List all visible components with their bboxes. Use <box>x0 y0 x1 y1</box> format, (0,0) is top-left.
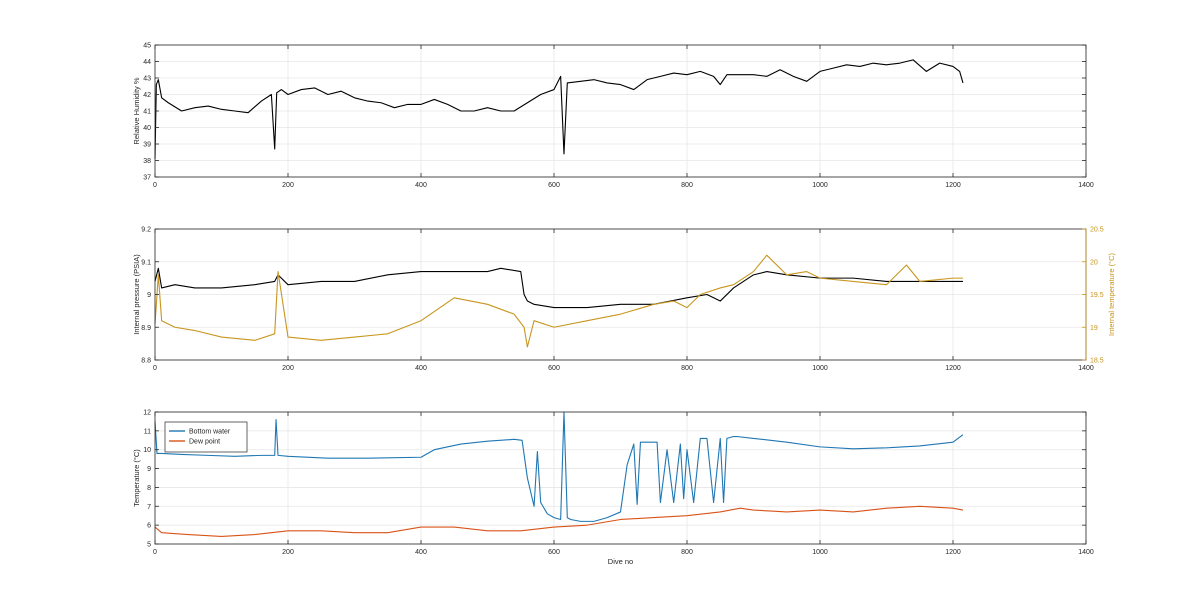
series-line-bottom-water <box>154 411 964 522</box>
y-tick-label: 8.8 <box>141 358 151 365</box>
x-tick-label: 200 <box>282 549 294 556</box>
x-tick-label: 1400 <box>1078 365 1094 372</box>
legend-label: Dew point <box>189 439 220 446</box>
x-tick-label: 0 <box>153 365 157 372</box>
x-tick-label: 1200 <box>945 365 961 372</box>
y-tick-label: 42 <box>143 92 151 99</box>
subplot-2: 0 200 400 600 800 1000 1200 1400 8.8 8.9 9 9.1 9.2 18… <box>132 227 1116 373</box>
x-tick-label: 1000 <box>812 182 828 189</box>
y2-tick-label: 19.5 <box>1090 292 1104 299</box>
y2-tick-label: 20 <box>1090 259 1098 266</box>
legend-box <box>164 421 248 453</box>
x-tick-label: 200 <box>282 365 294 372</box>
x-tick-label: 600 <box>548 549 560 556</box>
axes-box <box>154 411 1087 545</box>
y-tick-label: 44 <box>143 59 151 66</box>
y-axis-title: Internal pressure (PSIA) <box>132 254 141 335</box>
y2-tick-label: 18.5 <box>1090 358 1104 365</box>
x-tick-label: 1200 <box>945 549 961 556</box>
y2-axis-title: Internal temperature (°C) <box>1107 252 1116 336</box>
x-tick-label: 800 <box>681 365 693 372</box>
x-tick-label: 1000 <box>812 549 828 556</box>
subplot-3: 0 200 400 600 800 1000 1200 1400 5 6 7 8 9 10 11 12 Temp… <box>132 410 1094 567</box>
x-tick-label: 600 <box>548 182 560 189</box>
x-tick-label: 1200 <box>945 182 961 189</box>
y-tick-label: 37 <box>143 175 151 182</box>
y-tick-label: 9 <box>147 292 151 299</box>
x-tick-label: 1000 <box>812 365 828 372</box>
y-tick-label: 41 <box>143 109 151 116</box>
x-tick-label: 800 <box>681 182 693 189</box>
series-line-dew-point <box>154 505 964 538</box>
y-tick-label: 7 <box>147 504 151 511</box>
x-tick-label: 400 <box>415 549 427 556</box>
y-tick-label: 9.2 <box>141 227 151 234</box>
x-tick-label: 1400 <box>1078 182 1094 189</box>
x-tick-label: 0 <box>153 182 157 189</box>
legend: Bottom water Dew point <box>164 421 248 453</box>
series-line-2-2 <box>154 254 963 348</box>
y-tick-label: 11 <box>144 428 151 435</box>
x-tick-label: 200 <box>282 182 294 189</box>
x-tick-label: 800 <box>681 549 693 556</box>
y-tick-label: 12 <box>143 410 151 417</box>
x-axis-title: Dive no <box>608 557 633 566</box>
y-tick-label: 38 <box>143 158 151 165</box>
series-line-1-1 <box>154 59 964 159</box>
y-tick-label: 10 <box>143 447 151 454</box>
y-tick-label: 45 <box>143 43 151 50</box>
y-tick-label: 8.9 <box>141 325 151 332</box>
y-axis-title: Relative Humidity % <box>132 77 141 144</box>
y-tick-label: 9 <box>147 466 151 473</box>
series-line-2-1 <box>154 267 963 309</box>
y2-tick-label: 20.5 <box>1090 227 1104 234</box>
y-tick-label: 39 <box>143 142 151 149</box>
legend-label: Bottom water <box>189 429 231 436</box>
y-tick-label: 9.1 <box>141 259 151 266</box>
y2-tick-label: 19 <box>1090 325 1098 332</box>
y-axis-title: Temperature (°C) <box>132 449 141 507</box>
y-tick-label: 8 <box>147 485 151 492</box>
x-tick-label: 400 <box>415 365 427 372</box>
y-tick-label: 43 <box>143 76 151 83</box>
x-tick-label: 600 <box>548 365 560 372</box>
subplot-1: 0 200 400 600 800 1000 1200 1400 37 38 39 40 41 42 43 4… <box>132 43 1094 190</box>
y-tick-label: 6 <box>147 523 151 530</box>
y-tick-label: 5 <box>147 542 151 549</box>
x-tick-label: 0 <box>153 549 157 556</box>
y-tick-label: 40 <box>143 125 151 132</box>
x-tick-label: 1400 <box>1078 549 1094 556</box>
x-tick-label: 400 <box>415 182 427 189</box>
